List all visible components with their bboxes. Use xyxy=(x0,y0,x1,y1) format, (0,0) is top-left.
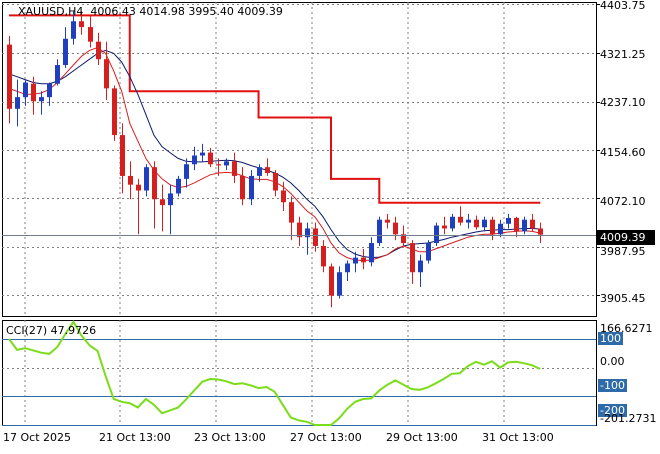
candle-body-49 xyxy=(401,234,406,244)
candle-body-2 xyxy=(23,82,28,98)
candle-body-5 xyxy=(47,83,52,98)
time-tick-0: 17 Oct 2025 xyxy=(3,431,72,444)
candle-body-34 xyxy=(281,190,286,203)
price-tick-1: 4321.25 xyxy=(600,48,646,61)
candle-body-56 xyxy=(458,216,463,223)
candle-body-36 xyxy=(297,222,302,238)
candle-body-33 xyxy=(273,173,278,191)
price-tick-0: 4403.75 xyxy=(600,0,646,12)
cci-title: CCI(27) 47.9726 xyxy=(6,324,97,337)
candle-body-50 xyxy=(410,243,415,273)
candle-body-6 xyxy=(55,65,60,84)
candle-body-14 xyxy=(120,135,125,176)
candle-body-37 xyxy=(305,228,310,238)
candle-body-59 xyxy=(482,219,487,228)
candle-body-9 xyxy=(79,21,84,28)
candle-body-26 xyxy=(216,164,221,166)
candle-body-24 xyxy=(200,152,205,156)
candle-body-16 xyxy=(136,184,141,191)
cci-level-0-label: 0.00 xyxy=(600,355,625,368)
candle-body-60 xyxy=(490,219,495,235)
trailing-stop-line xyxy=(9,14,541,204)
candle-body-52 xyxy=(426,243,431,261)
candle-body-17 xyxy=(144,167,149,191)
time-tick-5: 31 Oct 13:00 xyxy=(482,431,554,444)
candle-body-41 xyxy=(337,272,342,296)
cci-level-m100-tag: -100 xyxy=(598,379,627,392)
candle-body-38 xyxy=(313,228,318,246)
candle-body-42 xyxy=(345,263,350,273)
chart-header: XAUUSD,H4 4006.43 4014.98 3995.40 4009.3… xyxy=(18,5,283,18)
candle-body-44 xyxy=(361,257,366,263)
candle-body-43 xyxy=(353,257,358,264)
candle-body-15 xyxy=(128,175,133,185)
candle-body-54 xyxy=(442,225,447,229)
candle-body-39 xyxy=(321,245,326,267)
symbol-label: XAUUSD,H4 xyxy=(18,5,84,18)
price-tick-5: 3987.95 xyxy=(600,245,646,258)
candle-body-20 xyxy=(168,193,173,206)
price-tick-4: 4072.10 xyxy=(600,195,646,208)
candle-body-21 xyxy=(176,178,181,194)
candle-body-31 xyxy=(257,167,262,176)
cci-level-m200-tag: -200 xyxy=(598,404,627,417)
candle-body-63 xyxy=(514,217,519,232)
candle-body-48 xyxy=(393,222,398,235)
candle-body-30 xyxy=(249,175,254,200)
cci-line xyxy=(8,320,541,426)
candle-body-61 xyxy=(498,223,503,235)
candle-body-25 xyxy=(208,152,213,165)
time-tick-1: 21 Oct 13:00 xyxy=(99,431,171,444)
candle-body-0 xyxy=(7,44,12,109)
price-panel-frame xyxy=(2,2,597,317)
time-tick-4: 29 Oct 13:00 xyxy=(386,431,458,444)
candle-body-13 xyxy=(112,88,117,136)
candle-body-3 xyxy=(31,83,36,102)
candle-body-45 xyxy=(369,243,374,263)
candle-body-53 xyxy=(434,225,439,244)
candle-body-55 xyxy=(450,216,455,229)
ma-slow-line xyxy=(8,49,541,259)
candle-body-40 xyxy=(329,266,334,296)
candle-body-29 xyxy=(240,175,245,200)
candle-body-65 xyxy=(530,219,535,229)
candle-body-28 xyxy=(232,161,237,176)
candle-body-10 xyxy=(88,27,93,42)
candle-body-23 xyxy=(192,155,197,165)
time-tick-2: 23 Oct 13:00 xyxy=(194,431,266,444)
time-tick-3: 27 Oct 13:00 xyxy=(290,431,362,444)
candle-body-32 xyxy=(265,167,270,174)
candle-body-12 xyxy=(104,59,109,89)
price-tick-2: 4237.10 xyxy=(600,96,646,109)
candle-body-62 xyxy=(506,217,511,224)
cci-axis-top: 166.6271 xyxy=(600,322,653,335)
cci-level-100-tag: 100 xyxy=(598,332,623,345)
candle-body-47 xyxy=(385,219,390,223)
candle-body-4 xyxy=(39,97,44,102)
candle-body-11 xyxy=(96,41,101,60)
candle-body-35 xyxy=(289,202,294,223)
ohlc-values: 4006.43 4014.98 3995.40 4009.39 xyxy=(90,5,283,18)
candle-body-58 xyxy=(474,219,479,228)
candle-body-46 xyxy=(377,219,382,244)
candle-body-18 xyxy=(152,167,157,200)
candle-body-51 xyxy=(418,260,423,273)
candle-body-19 xyxy=(160,199,165,206)
candle-body-8 xyxy=(71,21,76,39)
ma-fast-line xyxy=(8,46,541,262)
candle-body-7 xyxy=(63,38,68,66)
candle-body-66 xyxy=(538,228,543,235)
price-tick-3: 4154.60 xyxy=(600,146,646,159)
candle-body-22 xyxy=(184,164,189,179)
price-tick-6: 3905.45 xyxy=(600,292,646,305)
candle-body-1 xyxy=(15,97,20,109)
candle-body-57 xyxy=(466,219,471,223)
cci-axis-bottom: -201.2731 xyxy=(600,412,657,425)
candle-body-64 xyxy=(522,219,527,232)
current-price-label: 4009.39 xyxy=(597,230,655,245)
candle-body-27 xyxy=(224,161,229,166)
